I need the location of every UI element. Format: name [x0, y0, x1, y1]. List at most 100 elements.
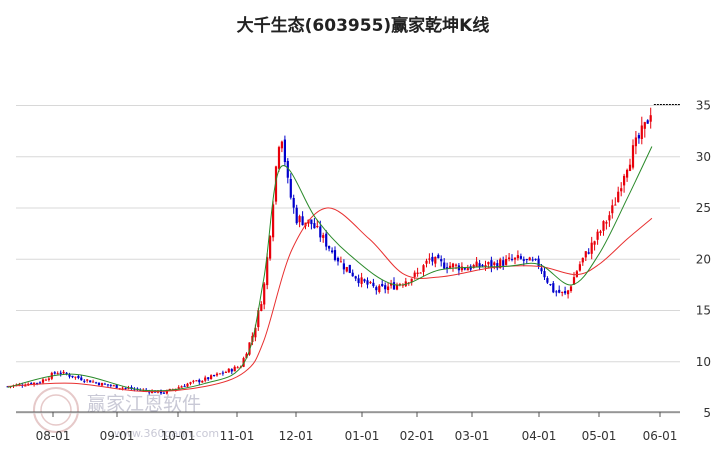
candle-up	[204, 377, 207, 381]
candle-up	[410, 278, 413, 283]
x-tick-label: 11-01	[220, 429, 255, 443]
candle-down	[372, 282, 375, 287]
candle-down	[351, 272, 354, 277]
candle-down	[469, 266, 472, 270]
candle-up	[451, 263, 455, 268]
candle-down	[437, 254, 440, 259]
candle-up	[257, 310, 260, 328]
candle-up	[493, 262, 496, 265]
candle-up	[280, 141, 283, 149]
candle-up	[210, 375, 213, 379]
candle-down	[95, 382, 98, 384]
candle-down	[543, 271, 546, 278]
candle-down	[646, 120, 649, 124]
candle-down	[564, 291, 567, 294]
candle-up	[460, 266, 463, 271]
candle-up	[192, 380, 195, 382]
candle-up	[224, 372, 227, 373]
candle-up	[254, 327, 257, 338]
candle-up	[605, 222, 608, 224]
candle-up	[195, 380, 198, 382]
candle-up	[513, 257, 517, 260]
candle-up	[316, 226, 319, 227]
candle-up	[215, 373, 219, 376]
candle-up	[233, 366, 236, 372]
candle-up	[419, 272, 422, 274]
candle-down	[463, 268, 466, 270]
candle-up	[245, 353, 248, 359]
candle-down	[534, 258, 537, 260]
candle-up	[218, 373, 222, 375]
candle-down	[183, 385, 186, 387]
candle-down	[213, 375, 216, 376]
candle-down	[549, 284, 552, 286]
candle-up	[634, 137, 637, 147]
candle-up	[449, 265, 452, 269]
watermark-logo-inner	[40, 394, 72, 426]
candle-down	[375, 287, 378, 291]
candle-up	[608, 215, 611, 221]
candle-down	[392, 282, 396, 290]
candle-up	[649, 115, 652, 122]
candle-up	[263, 283, 266, 305]
candle-down	[519, 256, 522, 259]
candle-up	[628, 164, 632, 171]
candle-down	[546, 278, 549, 283]
candle-up	[416, 272, 419, 274]
candle-up	[617, 191, 620, 203]
x-tick-label: 01-01	[345, 429, 380, 443]
candle-up	[165, 390, 168, 394]
candle-down	[490, 260, 493, 267]
candle-down	[289, 179, 292, 198]
candle-down	[431, 256, 434, 262]
x-tick-label: 10-01	[161, 429, 196, 443]
candle-up	[177, 387, 180, 389]
candle-up	[298, 216, 301, 223]
candle-down	[510, 258, 514, 260]
y-tick-label: 30	[696, 150, 711, 164]
candle-down	[115, 384, 118, 389]
candle-up	[569, 286, 573, 291]
y-tick-label: 15	[696, 304, 711, 318]
candle-down	[68, 374, 71, 377]
x-tick-label: 06-01	[643, 429, 678, 443]
candle-down	[319, 226, 322, 238]
candle-down	[440, 259, 443, 262]
candle-down	[531, 259, 534, 261]
candle-up	[369, 282, 372, 284]
y-tick-label: 5	[703, 406, 711, 420]
candle-up	[100, 383, 104, 386]
candle-up	[339, 261, 342, 263]
candle-up	[434, 256, 437, 264]
candle-up	[201, 380, 204, 383]
candle-down	[77, 376, 80, 378]
candle-down	[555, 291, 558, 293]
candle-down	[348, 264, 351, 273]
candle-down	[342, 263, 345, 270]
x-tick-label: 08-01	[36, 429, 71, 443]
candle-up	[561, 291, 564, 293]
candle-down	[558, 289, 561, 293]
watermark-url: www.360gann.com	[114, 427, 219, 440]
candle-up	[528, 257, 531, 261]
candle-up	[599, 231, 602, 233]
candle-up	[475, 261, 478, 267]
candle-up	[92, 381, 95, 383]
candle-down	[446, 267, 449, 269]
candle-up	[484, 265, 487, 267]
candle-up	[168, 388, 171, 391]
candle-down	[502, 260, 505, 266]
x-tick-label: 12-01	[279, 429, 314, 443]
candle-up	[360, 277, 363, 284]
candle-up	[186, 383, 189, 387]
candle-down	[301, 216, 304, 226]
candle-up	[590, 242, 593, 254]
candle-up	[567, 290, 570, 295]
candle-down	[525, 259, 528, 260]
candle-up	[260, 304, 263, 311]
candle-up	[74, 376, 77, 378]
y-tick-label: 10	[696, 355, 711, 369]
y-tick-label: 25	[696, 201, 711, 215]
candle-down	[162, 392, 165, 394]
candle-down	[53, 372, 56, 374]
